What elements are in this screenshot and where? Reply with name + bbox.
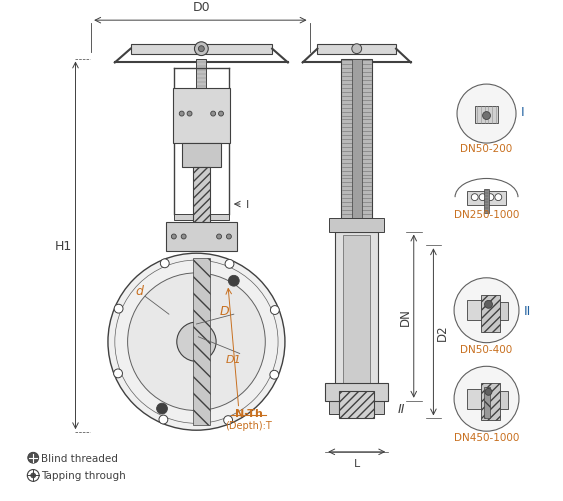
Circle shape xyxy=(179,112,184,117)
Circle shape xyxy=(471,194,478,201)
Bar xyxy=(339,391,374,418)
Bar xyxy=(484,190,489,213)
Text: DN50-200: DN50-200 xyxy=(461,144,513,154)
Bar xyxy=(131,45,272,55)
Circle shape xyxy=(217,234,221,239)
Circle shape xyxy=(485,301,493,309)
Text: D1: D1 xyxy=(226,355,242,365)
Text: L: L xyxy=(354,458,360,468)
Bar xyxy=(467,192,506,205)
Bar xyxy=(475,107,498,124)
Circle shape xyxy=(177,323,216,362)
Bar xyxy=(173,89,230,144)
Circle shape xyxy=(108,254,285,430)
Circle shape xyxy=(160,260,169,268)
Text: d: d xyxy=(136,285,144,298)
Circle shape xyxy=(229,276,239,287)
Text: II: II xyxy=(398,402,405,415)
Bar xyxy=(467,389,481,409)
Bar xyxy=(481,383,501,420)
Circle shape xyxy=(28,452,39,463)
Bar xyxy=(329,218,385,232)
Bar xyxy=(318,45,396,55)
Text: I: I xyxy=(245,199,249,209)
Circle shape xyxy=(194,43,208,57)
Circle shape xyxy=(157,403,167,414)
Circle shape xyxy=(352,45,361,55)
Bar xyxy=(174,214,229,220)
Bar xyxy=(501,391,508,409)
Circle shape xyxy=(457,85,516,144)
Circle shape xyxy=(218,112,224,117)
Circle shape xyxy=(28,469,39,481)
Text: H1: H1 xyxy=(55,239,72,253)
Bar xyxy=(329,401,385,415)
Text: DN450-1000: DN450-1000 xyxy=(454,432,519,442)
Circle shape xyxy=(485,389,492,395)
Circle shape xyxy=(159,415,168,424)
Circle shape xyxy=(128,274,265,411)
Circle shape xyxy=(181,234,186,239)
Text: (Depth):T: (Depth):T xyxy=(225,420,272,430)
Bar xyxy=(193,259,210,425)
Bar xyxy=(325,383,388,401)
Text: D2: D2 xyxy=(436,324,449,341)
Circle shape xyxy=(187,112,192,117)
Bar xyxy=(467,301,481,321)
Circle shape xyxy=(226,234,231,239)
Circle shape xyxy=(211,112,216,117)
Circle shape xyxy=(114,305,123,314)
Circle shape xyxy=(198,47,204,53)
Circle shape xyxy=(495,194,502,201)
Circle shape xyxy=(31,473,35,478)
Bar xyxy=(484,387,490,418)
Text: D: D xyxy=(219,304,229,317)
Circle shape xyxy=(270,371,279,379)
Circle shape xyxy=(114,369,123,378)
Text: D0: D0 xyxy=(193,2,210,14)
Bar xyxy=(501,303,508,321)
Circle shape xyxy=(454,278,519,343)
Bar xyxy=(182,144,221,167)
Circle shape xyxy=(270,306,279,315)
Circle shape xyxy=(224,416,233,425)
Bar xyxy=(196,60,206,226)
Text: Tapping through: Tapping through xyxy=(41,470,126,480)
Text: II: II xyxy=(524,304,531,317)
Bar xyxy=(343,235,370,398)
Text: DN50-400: DN50-400 xyxy=(461,344,513,354)
Circle shape xyxy=(487,194,494,201)
Circle shape xyxy=(479,194,486,201)
Text: N-Th: N-Th xyxy=(235,408,262,418)
Text: I: I xyxy=(521,106,525,119)
Bar xyxy=(335,232,378,401)
Circle shape xyxy=(171,234,176,239)
Bar xyxy=(193,167,210,232)
Bar xyxy=(166,222,237,252)
Circle shape xyxy=(454,367,519,431)
Circle shape xyxy=(482,112,490,120)
Bar xyxy=(352,60,361,232)
Circle shape xyxy=(225,260,234,269)
Text: Blind threaded: Blind threaded xyxy=(41,453,118,463)
Text: DN250-1000: DN250-1000 xyxy=(454,209,519,219)
Bar xyxy=(341,60,373,232)
Text: DN: DN xyxy=(399,308,412,326)
Bar xyxy=(481,295,501,332)
